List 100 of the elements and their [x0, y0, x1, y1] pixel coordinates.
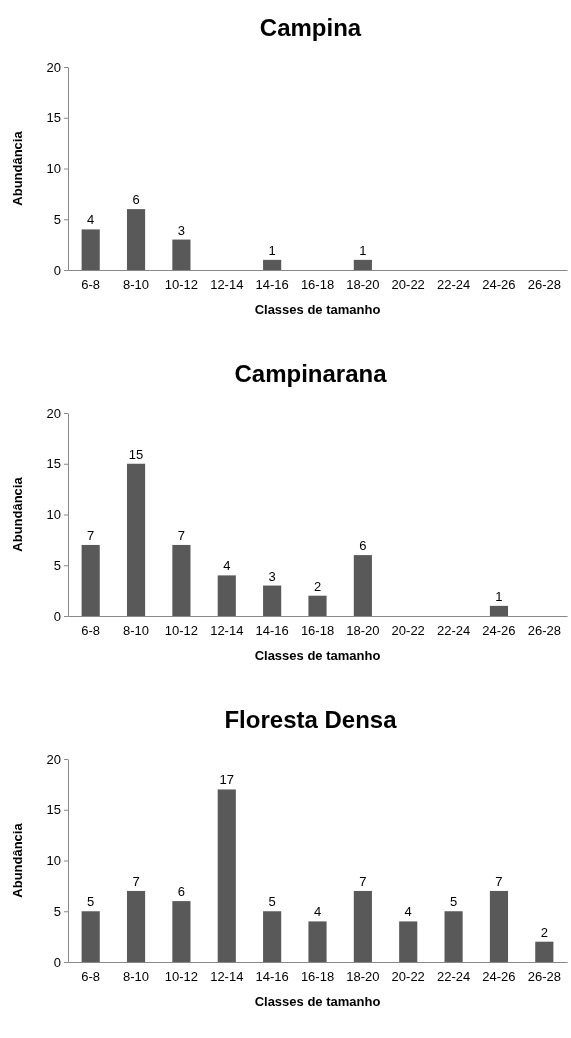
x-tick-label: 14-16	[255, 623, 289, 639]
x-tick-label: 26-28	[527, 277, 561, 293]
y-tick-label: 0	[53, 262, 61, 278]
x-axis-title: Classes de tamanho	[254, 648, 381, 663]
data-label: 1	[359, 242, 367, 258]
bar	[126, 890, 146, 962]
data-label: 15	[128, 446, 144, 462]
bar	[535, 941, 554, 962]
x-axis-title: Classes de tamanho	[254, 994, 381, 1009]
x-tick-label: 6-8	[81, 969, 101, 985]
bar	[308, 595, 327, 616]
data-label: 2	[540, 924, 548, 940]
y-tick-label: 10	[46, 161, 61, 177]
y-axis-title: Abundância	[10, 476, 25, 552]
data-label: 5	[268, 894, 276, 910]
x-tick-label: 20-22	[391, 277, 425, 293]
x-tick-label: 8-10	[123, 277, 150, 293]
x-tick-label: 8-10	[123, 969, 150, 985]
chart-title: Campinarana	[234, 360, 388, 387]
bar	[217, 789, 236, 962]
bar	[126, 463, 146, 616]
bar	[126, 209, 146, 270]
bar	[353, 555, 372, 616]
y-tick-label: 15	[46, 802, 61, 818]
data-label: 3	[268, 568, 276, 584]
bar	[399, 921, 418, 962]
x-tick-label: 10-12	[164, 277, 199, 293]
x-tick-label: 22-24	[436, 623, 471, 639]
x-tick-label: 16-18	[300, 969, 335, 985]
data-label: 4	[87, 212, 95, 228]
data-label: 4	[223, 558, 231, 574]
bar	[217, 575, 236, 616]
data-label: 7	[177, 527, 186, 543]
data-label: 6	[359, 538, 367, 554]
x-tick-label: 18-20	[346, 623, 380, 639]
x-tick-label: 20-22	[391, 623, 425, 639]
x-axis-title: Classes de tamanho	[254, 302, 381, 317]
bar	[172, 544, 191, 616]
bar	[263, 585, 282, 616]
x-tick-label: 18-20	[346, 277, 380, 293]
data-label: 6	[177, 884, 186, 900]
y-tick-label: 5	[53, 557, 61, 573]
y-axis-title: Abundância	[10, 822, 25, 898]
x-tick-label: 10-12	[164, 623, 199, 639]
data-label: 5	[87, 894, 95, 910]
chart-title: Campina	[259, 14, 362, 41]
bar	[353, 259, 372, 270]
y-tick-label: 10	[46, 853, 61, 869]
bar	[81, 911, 100, 962]
y-tick-label: 15	[46, 110, 61, 126]
bar	[308, 921, 327, 962]
data-label: 7	[359, 873, 367, 889]
y-tick-label: 20	[46, 405, 61, 421]
y-tick-label: 20	[46, 751, 61, 767]
x-tick-label: 8-10	[123, 623, 150, 639]
x-tick-label: 22-24	[436, 969, 471, 985]
x-tick-label: 22-24	[436, 277, 471, 293]
x-tick-label: 24-26	[482, 623, 516, 639]
x-tick-label: 12-14	[210, 623, 244, 639]
x-tick-label: 18-20	[346, 969, 380, 985]
x-tick-label: 26-28	[527, 969, 561, 985]
y-tick-label: 10	[46, 507, 61, 523]
x-tick-label: 24-26	[482, 969, 516, 985]
x-tick-label: 6-8	[81, 277, 101, 293]
y-tick-label: 5	[53, 211, 61, 227]
y-axis-title: Abundância	[10, 130, 25, 206]
bar	[444, 911, 463, 962]
x-tick-label: 26-28	[527, 623, 561, 639]
data-label: 6	[132, 192, 140, 208]
data-label: 4	[404, 904, 412, 920]
data-label: 7	[87, 527, 95, 543]
y-tick-label: 15	[46, 456, 61, 472]
bar	[263, 259, 282, 270]
chart-title: Floresta Densa	[224, 706, 398, 733]
data-label: 3	[177, 222, 186, 238]
y-tick-label: 0	[53, 608, 61, 624]
data-label: 4	[313, 904, 322, 920]
bar	[489, 890, 509, 962]
data-label: 1	[268, 242, 276, 258]
x-tick-label: 12-14	[210, 277, 244, 293]
x-tick-label: 6-8	[81, 623, 101, 639]
x-tick-label: 16-18	[300, 623, 335, 639]
data-label: 2	[313, 578, 322, 594]
x-tick-label: 10-12	[164, 969, 199, 985]
bar	[489, 605, 509, 616]
data-label: 7	[495, 873, 503, 889]
x-tick-label: 16-18	[300, 277, 335, 293]
bar	[353, 890, 372, 962]
y-tick-label: 20	[46, 59, 61, 75]
x-tick-label: 24-26	[482, 277, 516, 293]
bar	[263, 911, 282, 962]
bar	[81, 544, 100, 616]
y-tick-label: 0	[53, 954, 61, 970]
x-tick-label: 14-16	[255, 969, 289, 985]
data-label: 17	[219, 772, 235, 788]
data-label: 5	[449, 894, 458, 910]
y-tick-label: 5	[53, 903, 61, 919]
x-tick-label: 20-22	[391, 969, 425, 985]
bar	[81, 229, 100, 270]
data-label: 1	[495, 588, 503, 604]
